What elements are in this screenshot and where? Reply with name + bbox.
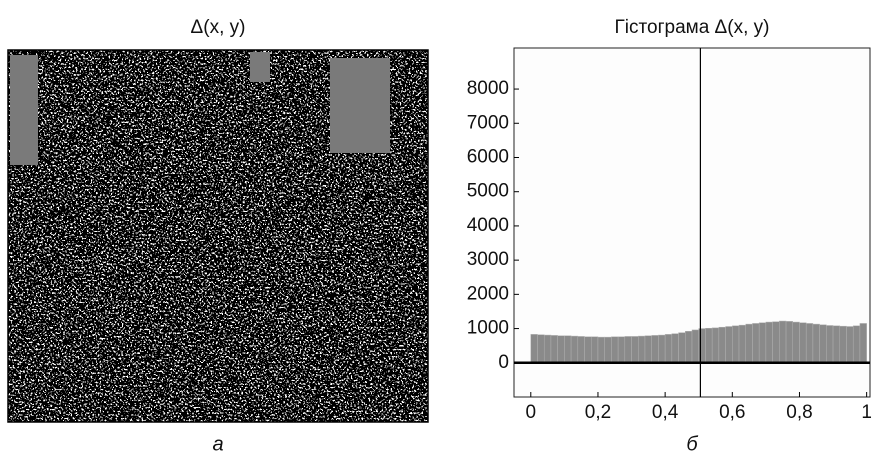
- bar: [564, 335, 572, 364]
- bar: [644, 335, 652, 364]
- bar: [745, 323, 753, 364]
- bar: [624, 336, 632, 364]
- bar: [725, 326, 733, 364]
- image-patch: [330, 58, 390, 153]
- y-tick-label: 2000: [467, 283, 509, 304]
- histogram-title: Гістограма Δ(x, y): [615, 17, 770, 38]
- bar: [698, 328, 706, 364]
- image-panel: Δ(x, y) а: [7, 17, 429, 455]
- bar: [611, 336, 619, 364]
- bar: [691, 329, 699, 364]
- bar: [590, 336, 599, 364]
- bar: [631, 336, 639, 364]
- bar: [550, 335, 558, 364]
- y-tick-label: 6000: [467, 147, 509, 168]
- bar: [651, 335, 659, 364]
- caption: б: [686, 433, 698, 455]
- bar: [819, 324, 827, 364]
- bar: [577, 336, 585, 364]
- y-tick-label: 8000: [467, 78, 509, 99]
- bar: [711, 327, 720, 364]
- bar: [752, 323, 760, 364]
- y-tick-label: 0: [498, 352, 509, 373]
- bar: [604, 336, 612, 364]
- bar: [557, 335, 565, 364]
- bar: [530, 334, 538, 364]
- bar: [732, 325, 740, 364]
- bar: [799, 322, 807, 364]
- y-tick-label: 3000: [467, 249, 509, 270]
- bar: [718, 326, 726, 364]
- bar: [671, 333, 679, 364]
- y-tick-label: 5000: [467, 181, 509, 202]
- image-patch: [250, 52, 270, 82]
- bar: [792, 321, 800, 364]
- caption: а: [212, 433, 223, 455]
- bar: [685, 331, 693, 364]
- y-tick-label: 7000: [467, 112, 509, 133]
- image-patch: [10, 55, 38, 165]
- x-tick-label: 0,6: [719, 402, 745, 423]
- histogram-panel: Гістограма Δ(x, y) б 0 1000 2000 3000 4000 50…: [467, 17, 872, 455]
- x-tick-label: 0,4: [652, 402, 679, 423]
- bar: [570, 335, 579, 364]
- x-tick-label: 0,8: [786, 402, 812, 423]
- x-tick-label: 0,2: [585, 402, 611, 423]
- bar: [859, 323, 867, 364]
- bar: [805, 323, 814, 364]
- x-tick-label: 0: [526, 402, 537, 423]
- bar: [758, 322, 767, 364]
- bar: [738, 324, 746, 364]
- bar: [852, 325, 861, 364]
- bar: [832, 325, 841, 364]
- bar: [617, 336, 626, 364]
- bar: [772, 321, 780, 364]
- bar: [537, 334, 545, 364]
- bar: [785, 321, 794, 364]
- y-tick-label: 1000: [467, 318, 509, 339]
- image-title: Δ(x, y): [191, 17, 246, 38]
- bar: [638, 335, 646, 364]
- bar: [705, 327, 713, 364]
- bar: [846, 326, 854, 364]
- bar: [826, 325, 834, 364]
- bar: [664, 334, 673, 364]
- image-frame: [7, 49, 429, 423]
- x-tick-label: 1: [861, 402, 872, 423]
- bar: [597, 336, 605, 364]
- bar: [658, 334, 666, 364]
- bar: [779, 320, 787, 364]
- bar: [839, 325, 847, 364]
- bar: [543, 334, 552, 364]
- y-tick-label: 4000: [467, 215, 509, 236]
- bar: [765, 321, 773, 364]
- bar: [678, 332, 686, 364]
- bar: [584, 336, 592, 364]
- bar: [812, 323, 820, 364]
